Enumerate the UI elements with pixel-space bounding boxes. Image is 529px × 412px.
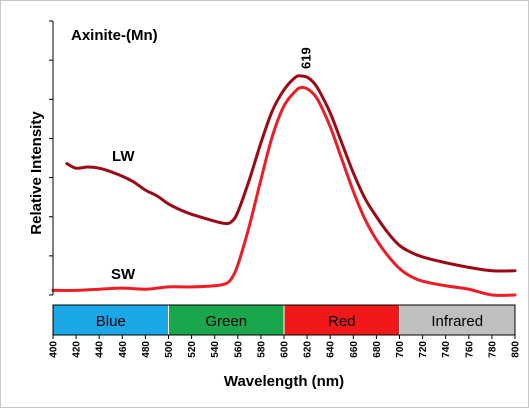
color-band-bar: Blue Green Red Infrared <box>52 304 516 336</box>
x-tick-label: 660 <box>349 341 360 358</box>
x-tick-label: 620 <box>303 341 314 358</box>
x-tick-label: 640 <box>326 341 337 358</box>
band-label-infrared: Infrared <box>431 313 483 330</box>
series-label-sw: SW <box>111 266 136 283</box>
band-label-blue: Blue <box>96 313 126 330</box>
series-label-lw: LW <box>112 148 135 165</box>
x-axis-ticks: 400 420 440 460 480 500 520 540 560 580 600 620 640 6… <box>49 335 522 358</box>
x-tick-label: 780 <box>487 341 498 358</box>
x-tick-label: 500 <box>164 341 175 358</box>
x-axis-label: Wavelength (nm) <box>224 373 344 390</box>
x-tick-label: 480 <box>141 341 152 358</box>
x-tick-label: 720 <box>418 341 429 358</box>
series-line-sw <box>51 85 517 297</box>
y-axis-ticks <box>49 20 53 296</box>
x-tick-label: 740 <box>441 341 452 358</box>
x-tick-label: 600 <box>280 341 291 358</box>
x-tick-label: 680 <box>372 341 383 358</box>
chart-title: Axinite-(Mn) <box>71 27 158 44</box>
x-tick-label: 440 <box>95 341 106 358</box>
x-tick-label: 760 <box>464 341 475 358</box>
x-tick-label: 800 <box>511 341 522 358</box>
peak-wavelength-label: 619 <box>298 47 313 69</box>
x-tick-label: 420 <box>72 341 83 358</box>
x-tick-label: 700 <box>395 341 406 358</box>
band-label-green: Green <box>205 313 247 330</box>
x-tick-label: 460 <box>118 341 129 358</box>
x-tick-label: 560 <box>233 341 244 358</box>
series-line-lw <box>65 74 517 273</box>
series-lines <box>51 74 517 297</box>
x-tick-label: 540 <box>210 341 221 358</box>
y-axis-label: Relative Intensity <box>28 111 45 235</box>
x-tick-label: 520 <box>187 341 198 358</box>
x-tick-label: 400 <box>49 341 60 358</box>
x-tick-label: 580 <box>256 341 267 358</box>
band-label-red: Red <box>328 313 356 330</box>
